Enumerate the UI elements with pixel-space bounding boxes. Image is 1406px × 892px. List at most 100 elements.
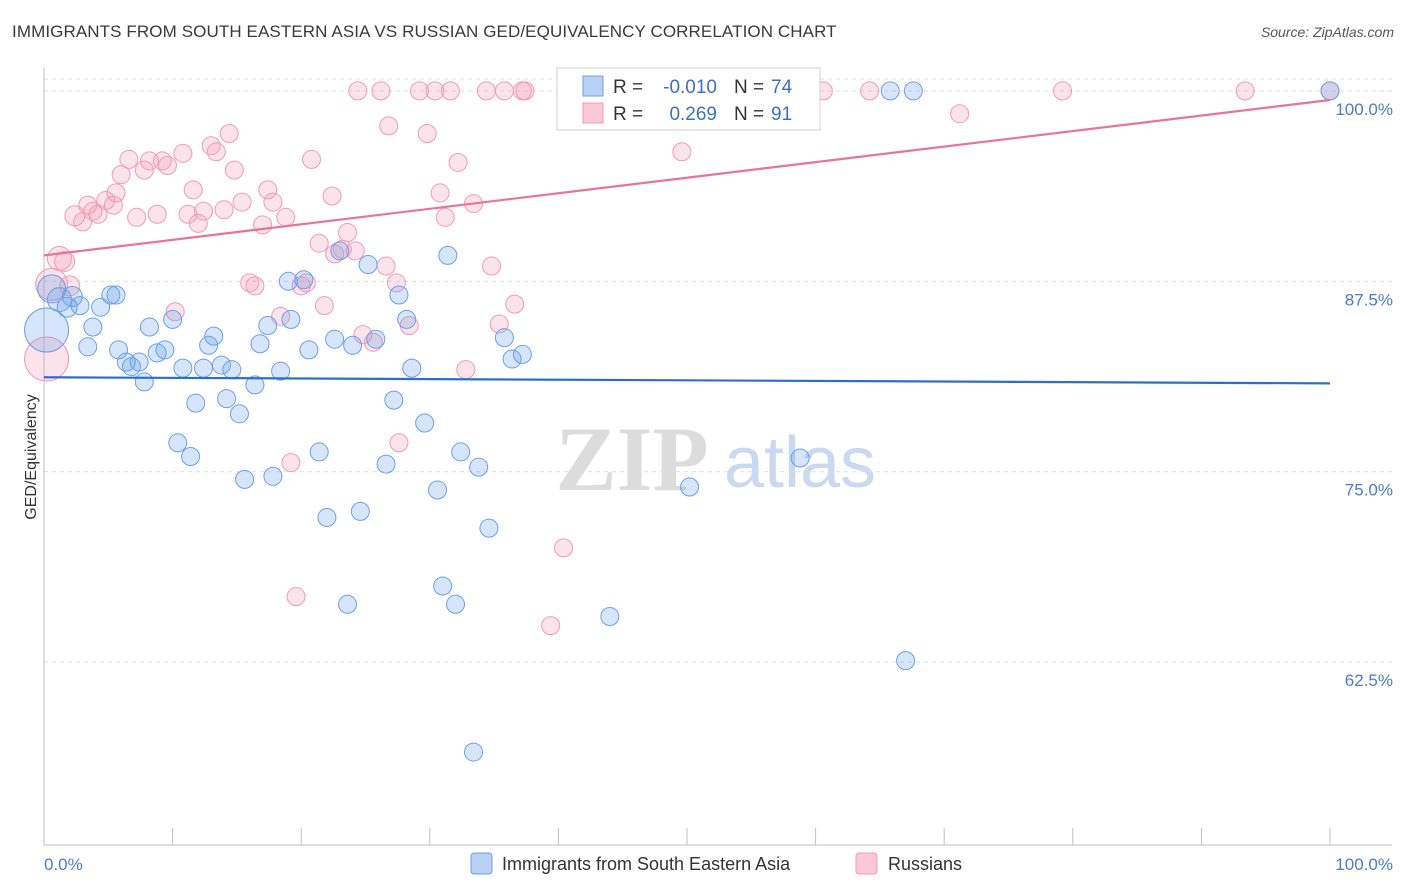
russians-point <box>353 325 373 345</box>
sea-point <box>134 372 154 392</box>
x-ticks <box>43 828 1331 845</box>
sea-point <box>479 518 499 538</box>
russians-point <box>232 192 252 212</box>
russians-trend-line <box>43 98 1331 257</box>
legend-label-russians: Russians <box>888 854 962 874</box>
y-tick-label: 100.0% <box>1335 100 1393 119</box>
sea-point <box>337 594 357 614</box>
russians-point <box>950 104 970 124</box>
russians-point <box>206 142 226 162</box>
russians-point <box>183 180 203 200</box>
sea-point <box>469 457 489 477</box>
sea-point <box>139 317 159 337</box>
russians-point <box>201 136 221 156</box>
sea-point <box>250 334 270 354</box>
sea-point <box>389 285 409 305</box>
russians-point <box>103 195 123 215</box>
sea-point <box>217 389 237 409</box>
russians-point <box>157 156 177 176</box>
russians-point <box>440 81 460 101</box>
russians-point <box>376 256 396 276</box>
russians-point <box>410 81 430 101</box>
sea-point <box>903 81 923 101</box>
sea-point <box>229 404 249 424</box>
stats-blue-swatch <box>582 75 604 97</box>
russians-point <box>173 143 193 163</box>
sea-point <box>193 358 213 378</box>
russians-point <box>276 207 296 227</box>
russians-point <box>111 165 131 185</box>
russians-point <box>119 149 139 169</box>
russians-point <box>672 142 692 162</box>
stats-n-value-blue: 74 <box>771 77 793 98</box>
y-tick-labels: 62.5% 75.0% 87.5% 100.0% <box>1335 100 1393 690</box>
russians-point <box>263 192 283 212</box>
sea-point <box>402 358 422 378</box>
russians-point <box>134 160 154 180</box>
russians-point <box>505 294 525 314</box>
stats-box: R = -0.010 N = 74 R = 0.269 N = 91 <box>556 67 821 131</box>
gridlines <box>44 78 1392 663</box>
sea-point <box>83 317 103 337</box>
sea-point <box>106 285 126 305</box>
russians-point <box>258 180 278 200</box>
russians-point <box>253 215 273 235</box>
sea-point <box>325 329 345 349</box>
russians-point <box>515 81 535 101</box>
russians-point <box>24 336 70 382</box>
sea-point <box>358 255 378 275</box>
russians-point <box>286 587 306 607</box>
sea-point <box>428 480 448 500</box>
sea-point <box>173 358 193 378</box>
sea-point <box>680 477 700 497</box>
sea-point <box>464 742 484 762</box>
russians-point <box>554 538 574 558</box>
sea-point <box>46 287 72 313</box>
russians-point <box>83 201 103 221</box>
sea-point <box>271 361 291 381</box>
russians-point <box>309 233 329 253</box>
russians-point <box>219 124 239 144</box>
russians-point <box>425 81 445 101</box>
sea-trend-line <box>43 376 1331 385</box>
sea-point <box>101 285 121 305</box>
sea-point <box>281 309 301 329</box>
sea-point <box>129 352 149 372</box>
sea-immigrants-points <box>24 81 1340 762</box>
sea-point <box>211 355 231 375</box>
sea-point <box>299 340 319 360</box>
russians-point <box>389 433 409 453</box>
sea-point <box>330 241 350 261</box>
russians-point <box>240 273 260 293</box>
russians-point <box>363 332 383 352</box>
russians-point <box>1053 81 1073 101</box>
sea-point <box>181 447 201 466</box>
russians-point <box>165 302 185 322</box>
sea-point <box>109 340 129 360</box>
sea-point <box>309 442 329 462</box>
sea-point <box>317 507 337 527</box>
stats-n-value-pink: 91 <box>771 104 792 125</box>
sea-point <box>397 309 417 329</box>
sea-point <box>433 576 453 596</box>
russians-point <box>54 250 76 272</box>
sea-point <box>502 349 522 369</box>
x-tick-label-min: 0.0% <box>44 855 83 874</box>
y-tick-label: 62.5% <box>1345 671 1393 690</box>
legend-swatch-sea <box>470 852 493 875</box>
russians-point <box>456 360 476 380</box>
sea-point <box>600 606 620 626</box>
legend: Immigrants from South Eastern Asia Russi… <box>470 852 962 875</box>
trend-lines <box>43 98 1331 385</box>
russians-point <box>147 204 167 224</box>
russians-point <box>35 267 69 301</box>
sea-point <box>384 390 404 410</box>
legend-swatch-russians <box>855 852 878 875</box>
sea-point <box>186 393 206 413</box>
sea-point <box>1320 81 1340 101</box>
russians-point <box>435 207 455 227</box>
watermark-atlas: atlas <box>724 423 876 503</box>
sea-point <box>70 296 90 316</box>
sea-point <box>263 466 283 486</box>
chart-title: IMMIGRANTS FROM SOUTH EASTERN ASIA VS RU… <box>12 22 837 41</box>
